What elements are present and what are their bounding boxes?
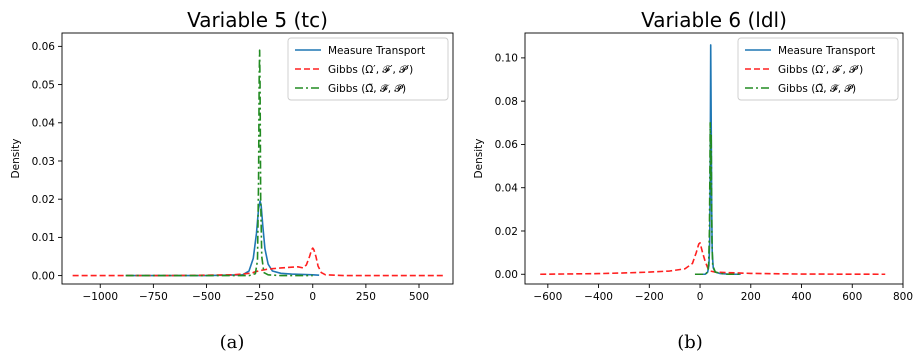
x-tick-label: −250	[245, 291, 274, 303]
legend-entry: Gibbs (Ω̃, 𝓕̃, 𝓟̃)	[778, 83, 856, 95]
x-tick-label: 0	[697, 291, 704, 303]
series-group	[540, 44, 886, 276]
y-tick-label: 0.00	[495, 269, 518, 281]
y-tick-label: 0.06	[495, 139, 519, 151]
y-tick-label: 0.06	[32, 41, 56, 53]
x-tick-label: 0	[309, 291, 316, 303]
x-tick-label: −1000	[82, 291, 118, 303]
chart-panel-2: Variable 6 (ldl) −600 −400 −200 0 200 400 600 80…	[473, 8, 913, 353]
legend-box	[737, 37, 899, 101]
y-tick-label: 0.04	[495, 183, 519, 195]
axes-frame	[524, 32, 904, 285]
y-tick-label: 0.05	[32, 79, 55, 91]
y-tick-label: 0.10	[495, 53, 518, 65]
y-axis-label: Density	[473, 139, 485, 179]
x-tick-label: 250	[356, 291, 376, 303]
series-line-3	[694, 122, 741, 276]
legend-entry: Gibbs (Ω′, 𝓕′, 𝓟′)	[328, 64, 413, 76]
chart-title: Variable 5 (tc)	[187, 8, 328, 32]
x-tick-label: −500	[192, 291, 221, 303]
legend-entry: Measure Transport	[778, 45, 875, 57]
series-line-1	[125, 200, 320, 277]
x-tick-label: −600	[533, 291, 562, 303]
y-tick-label: 0.01	[32, 232, 55, 244]
y-tick-label: 0.04	[32, 118, 56, 130]
panel-caption: (b)	[677, 332, 703, 353]
legend: Measure Transport Gibbs (Ω′, 𝓕′, 𝓟′) Gibbs…	[737, 37, 899, 101]
chart-title: Variable 6 (ldl)	[641, 8, 787, 32]
legend-box	[287, 37, 449, 101]
series-line-2	[540, 242, 886, 276]
series-line-2	[72, 247, 445, 277]
y-axis-label: Density	[10, 139, 22, 179]
series-group	[72, 49, 445, 277]
x-tick-label: 600	[842, 291, 862, 303]
y-tick-label: 0.00	[32, 270, 55, 282]
legend-entry: Gibbs (Ω̃, 𝓕̃, 𝓟̃)	[328, 83, 406, 95]
y-tick-label: 0.02	[495, 226, 518, 238]
x-tick-label: 500	[409, 291, 429, 303]
legend-entry: Gibbs (Ω′, 𝓕′, 𝓟′)	[778, 64, 863, 76]
legend: Measure Transport Gibbs (Ω′, 𝓕′, 𝓟′) Gibbs…	[287, 37, 449, 101]
axes-frame	[61, 32, 454, 285]
x-tick-label: 200	[741, 291, 761, 303]
x-tick-label: 800	[893, 291, 913, 303]
series-line-3	[125, 49, 313, 277]
y-tick-label: 0.03	[32, 156, 55, 168]
x-tick-label: −750	[139, 291, 168, 303]
panel-caption: (a)	[220, 332, 245, 353]
y-tick-label: 0.08	[495, 96, 518, 108]
x-tick-label: −200	[635, 291, 664, 303]
chart-panel-1: Variable 5 (tc) −1000 −750 −500 −250 0 250 500 0…	[10, 8, 454, 353]
x-tick-label: −400	[584, 291, 613, 303]
legend-entry: Measure Transport	[328, 45, 425, 57]
x-tick-label: 400	[792, 291, 812, 303]
series-line-1	[694, 44, 741, 276]
y-tick-label: 0.02	[32, 194, 55, 206]
